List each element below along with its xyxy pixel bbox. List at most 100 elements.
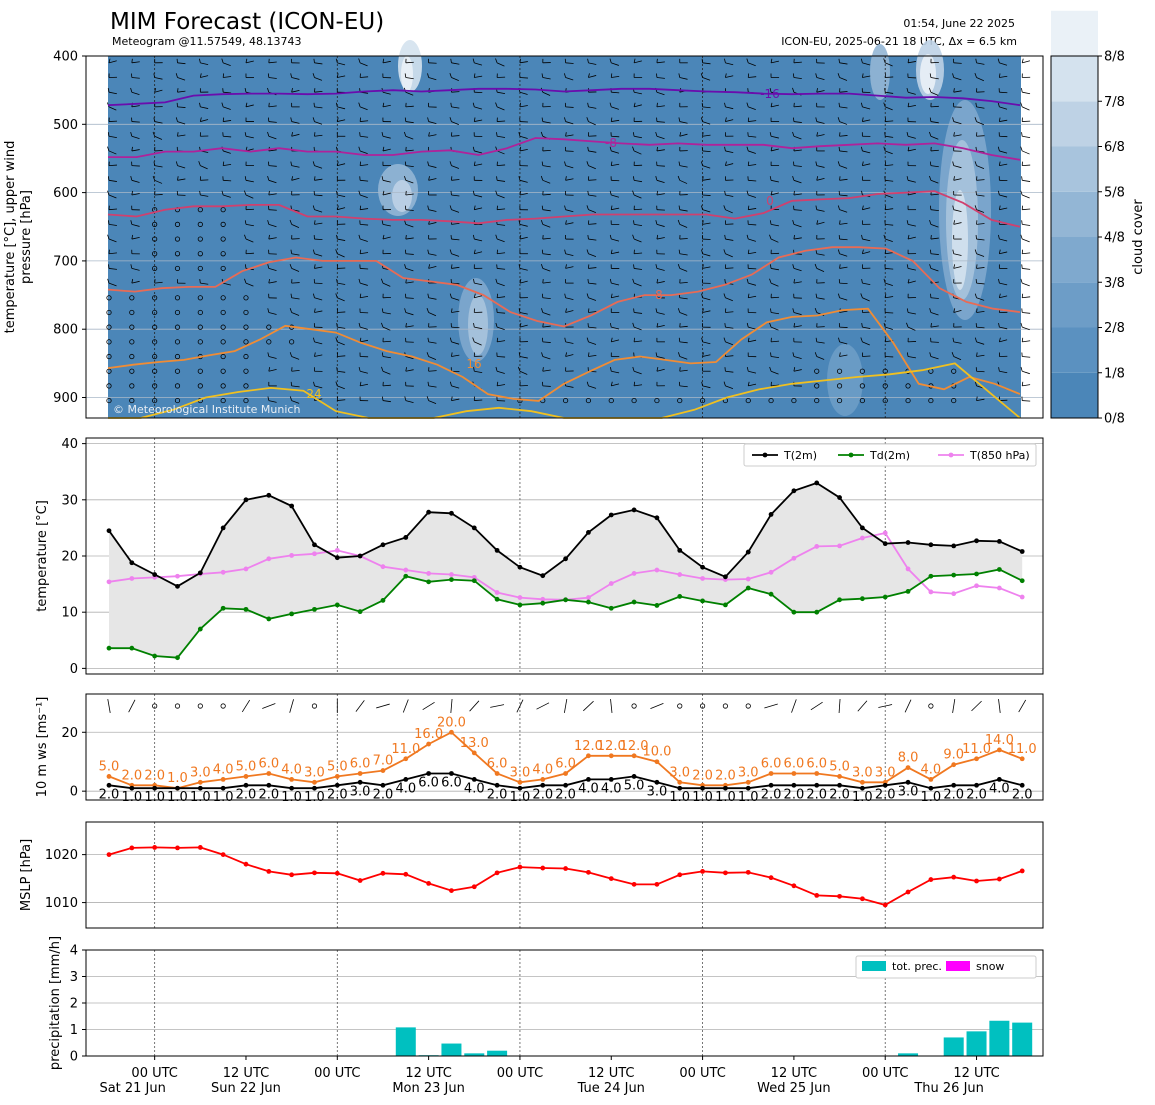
wind-barb-flag (883, 146, 886, 152)
wind-barb (519, 61, 528, 64)
calm-marker (152, 339, 158, 345)
calm-marker (174, 353, 181, 360)
series-point (403, 871, 409, 877)
series-point (494, 782, 500, 788)
wind-barb (791, 699, 797, 713)
wind-barb (490, 704, 505, 708)
wind-barb (428, 400, 437, 404)
data-label: 11.0 (1008, 742, 1037, 757)
wind-barb-flag (929, 220, 932, 225)
wind-barb-flag (175, 73, 178, 78)
wind-barb-flag (816, 220, 819, 225)
wind-barb-flag (974, 249, 977, 254)
wind-barb-flag (268, 278, 270, 284)
data-label: 2.0 (761, 787, 782, 802)
wind-barb (542, 341, 551, 343)
calm-marker (174, 339, 181, 345)
series-point (380, 768, 386, 773)
wind-barb-flag (586, 293, 589, 298)
wind-barb (1022, 370, 1030, 375)
wind-barb (839, 282, 848, 285)
wind-barb-flag (518, 131, 521, 137)
wind-barb (108, 60, 117, 64)
wind-barb-flag (701, 249, 703, 254)
page-title: MIM Forecast (ICON-EU) (110, 9, 384, 35)
wind-barb-flag (586, 205, 589, 210)
wind-barb (382, 91, 391, 95)
wind-barb (314, 238, 323, 241)
wind-barb-flag (839, 220, 841, 225)
wind-barb (816, 177, 825, 181)
wind-barb-flag (381, 176, 384, 181)
wind-barb (337, 207, 346, 211)
wind-barb-flag (861, 73, 864, 78)
wind-barb-flag (632, 146, 635, 152)
series-point (608, 581, 614, 586)
wind-barb (725, 75, 734, 78)
data-label: 4.0 (578, 781, 599, 796)
wind-barb (108, 268, 117, 270)
wind-barb (451, 62, 460, 65)
series-point (152, 653, 158, 659)
series-point (426, 741, 432, 747)
colorbar-tick-label: 5/8 (1104, 185, 1125, 200)
wind-barb (200, 106, 209, 109)
data-label: 16.0 (414, 727, 443, 742)
wind-barb (907, 179, 916, 183)
wind-barb (382, 312, 391, 315)
series-point (654, 515, 660, 521)
wind-barb (999, 91, 1008, 94)
precip-bar (1012, 1022, 1033, 1056)
wind-barb (907, 312, 916, 315)
wind-barb-flag (358, 234, 361, 240)
wind-barb (565, 310, 574, 313)
wind-barb-flag (792, 308, 795, 313)
wind-barb-flag (702, 308, 704, 313)
wind-barb (816, 77, 825, 80)
wind-barb (793, 237, 802, 240)
wind-barb-flag (884, 132, 886, 137)
wind-barb (679, 369, 688, 372)
wind-barb (748, 295, 757, 299)
wind-barb (702, 297, 711, 301)
issued-time: 01:54, June 22 2025 (903, 17, 1015, 30)
data-label: 4.0 (532, 762, 553, 777)
wind-barb-flag (473, 249, 476, 254)
wind-barb (839, 253, 848, 257)
series-point (106, 579, 112, 585)
y-tick-label: 20 (61, 550, 78, 565)
wind-barb-flag (540, 131, 544, 137)
wind-barb (496, 282, 505, 287)
wind-barb (131, 61, 140, 64)
wind-barb (816, 134, 825, 137)
wind-barb (839, 209, 848, 213)
wind-barb-flag (542, 367, 544, 372)
wind-barb (405, 121, 414, 124)
wind-barb-flag (929, 308, 932, 313)
series-point (357, 609, 363, 615)
wind-barb (725, 385, 734, 390)
wind-barb (337, 194, 346, 198)
wind-barb (930, 312, 939, 316)
wind-barb (245, 194, 254, 199)
wind-barb (268, 268, 277, 272)
calm-marker (220, 309, 226, 316)
wind-barb (748, 150, 756, 154)
wind-barb (725, 238, 734, 241)
precip-bar (943, 1037, 964, 1056)
wind-barb (999, 106, 1008, 110)
wind-barb (770, 60, 779, 64)
wind-barb (154, 135, 163, 140)
isotherm-line (108, 137, 1021, 161)
wind-barb-flag (312, 205, 315, 210)
wind-barb (793, 268, 802, 272)
wind-barb-flag (861, 278, 863, 284)
date-label: Mon 23 Jun (392, 1081, 465, 1096)
wind-barb-flag (451, 352, 453, 357)
wind-barb (497, 312, 506, 314)
wind-barb-flag (427, 381, 430, 386)
wind-barb-flag (770, 308, 772, 313)
wind-barb (839, 194, 848, 197)
